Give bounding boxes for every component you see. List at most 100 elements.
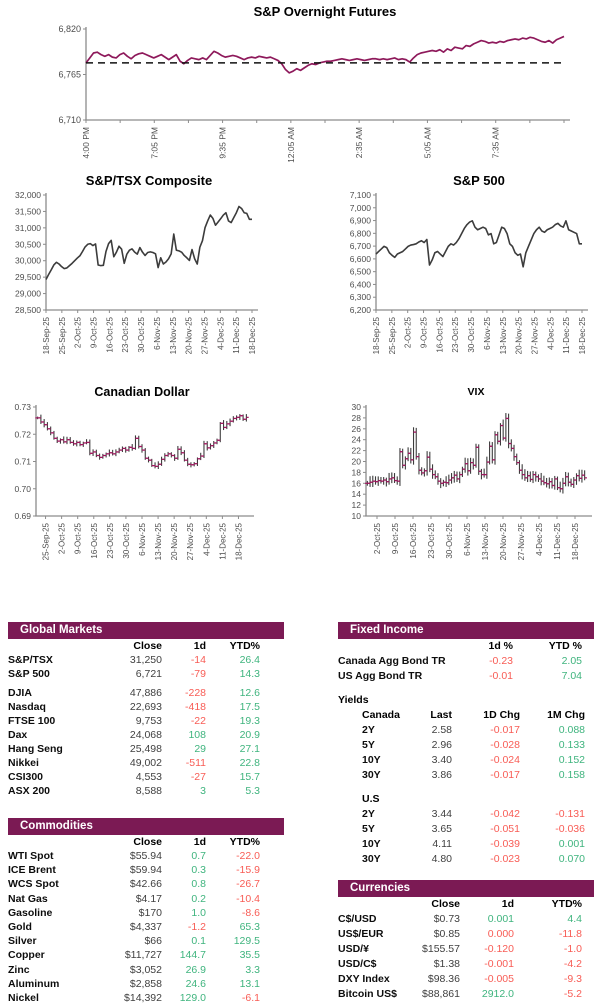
svg-text:23-Oct-25: 23-Oct-25 <box>121 316 130 352</box>
cell-value: 31,250 <box>129 654 162 666</box>
svg-text:20-Nov-25: 20-Nov-25 <box>499 522 508 560</box>
cell-value: -0.023 <box>490 853 520 865</box>
row-label: US Agg Bond TR <box>338 670 423 682</box>
cell-value: $3,052 <box>129 963 162 976</box>
cell-value: -11.8 <box>558 928 582 940</box>
column-header: 1d <box>501 898 514 910</box>
svg-text:25-Sep-25: 25-Sep-25 <box>58 316 67 354</box>
svg-text:18-Dec-25: 18-Dec-25 <box>571 522 580 560</box>
cell-value: 4.80 <box>431 853 452 865</box>
svg-text:6,200: 6,200 <box>350 305 372 315</box>
cell-value: 20.9 <box>239 729 260 741</box>
svg-text:23-Oct-25: 23-Oct-25 <box>451 316 460 352</box>
svg-text:18-Dec-25: 18-Dec-25 <box>578 316 587 354</box>
svg-text:6-Nov-25: 6-Nov-25 <box>463 522 472 555</box>
canadian-dollar-plot: 0.69 0.70 0.71 0.72 0.73 25-Sep-25 2-Oct-25 9-O… <box>14 402 254 560</box>
row-label: Bitcoin US$ <box>338 988 397 1000</box>
cell-value: -0.001 <box>484 958 514 970</box>
cell-value: 0.133 <box>558 739 585 751</box>
sp500-plot: 6,200 6,300 6,400 6,500 6,600 6,700 6,800 6,900… <box>350 190 588 354</box>
row-label: 5Y <box>362 823 375 835</box>
cell-value: -228 <box>184 687 206 699</box>
table-row: 5Y 2.96 -0.028 0.133 <box>362 738 585 753</box>
row-label: Nikkei <box>8 757 39 769</box>
row-label: C$/USD <box>338 913 377 925</box>
column-header: Close <box>133 640 162 652</box>
svg-text:18-Sep-25: 18-Sep-25 <box>42 316 51 354</box>
table-row: Nikkei 49,002 -511 22.8 <box>8 756 260 770</box>
svg-text:30-Oct-25: 30-Oct-25 <box>122 522 131 558</box>
svg-text:18-Sep-25: 18-Sep-25 <box>372 316 381 354</box>
row-label: Silver <box>8 935 37 948</box>
cell-value: -10.4 <box>236 892 260 905</box>
table-row: Hang Seng 25,498 29 27.1 <box>8 742 260 756</box>
cell-value: -1.0 <box>563 943 582 955</box>
svg-text:20-Nov-25: 20-Nov-25 <box>185 316 194 354</box>
svg-text:25-Sep-25: 25-Sep-25 <box>388 316 397 354</box>
cell-value: 15.7 <box>239 771 260 783</box>
svg-text:22: 22 <box>352 446 362 456</box>
row-label: FTSE 100 <box>8 715 56 727</box>
fixed-income-title-bar: Fixed Income <box>338 622 594 639</box>
cell-value: 24,068 <box>129 729 162 741</box>
svg-text:13-Nov-25: 13-Nov-25 <box>481 522 490 560</box>
cell-value: 2.05 <box>561 655 582 667</box>
cell-value: 129.0 <box>179 992 206 1005</box>
cell-value: $2,858 <box>129 977 162 990</box>
column-header <box>8 639 100 653</box>
cell-value: 12.6 <box>239 687 260 699</box>
table-row: Bitcoin US$ $88,861 2912.0 -5.2 <box>338 987 582 1002</box>
table-row: Silver $66 0.1 129.5 <box>8 934 260 948</box>
svg-text:0.70: 0.70 <box>14 484 31 494</box>
table-row: Zinc $3,052 26.9 3.3 <box>8 963 260 977</box>
fixed-income-table: Fixed Income 1d % YTD % Canada Agg Bond T… <box>338 622 594 867</box>
svg-text:18-Dec-25: 18-Dec-25 <box>234 522 243 560</box>
tsx-composite-plot: 28,500 29,000 29,500 30,000 30,500 31,000 31,5… <box>15 190 258 354</box>
cell-value: -0.01 <box>489 670 513 682</box>
chart-sp500: S&P 500 6,200 6,300 6,400 6,500 6,600 6,700 6,… <box>300 170 600 382</box>
svg-text:16-Oct-25: 16-Oct-25 <box>409 522 418 558</box>
svg-text:16-Oct-25: 16-Oct-25 <box>90 522 99 558</box>
chart-title-sp500: S&P 500 <box>453 173 505 188</box>
cell-value: 6,721 <box>135 668 162 680</box>
svg-text:12: 12 <box>352 500 362 510</box>
cell-value: 22,693 <box>129 701 162 713</box>
svg-text:7:35 AM: 7:35 AM <box>491 127 501 158</box>
svg-text:2-Oct-25: 2-Oct-25 <box>404 316 413 348</box>
cell-value: $170 <box>138 906 162 919</box>
svg-text:30-Oct-25: 30-Oct-25 <box>445 522 454 558</box>
column-header <box>8 835 100 849</box>
svg-text:6,500: 6,500 <box>350 267 372 277</box>
cell-value: -0.005 <box>484 973 514 985</box>
cell-value: -0.028 <box>490 739 520 751</box>
cell-value: 0.070 <box>558 853 585 865</box>
cell-value: -1.2 <box>187 921 206 934</box>
svg-text:6,765: 6,765 <box>58 70 81 80</box>
svg-text:11-Dec-25: 11-Dec-25 <box>553 522 562 559</box>
cell-value: 3.40 <box>431 754 452 766</box>
table-row: 2Y 3.44 -0.042 -0.131 <box>362 807 585 822</box>
table-row: WCS Spot $42.66 0.8 -26.7 <box>8 877 260 891</box>
cell-value: $155.57 <box>422 943 460 955</box>
row-label: WCS Spot <box>8 878 59 891</box>
table-row: US Agg Bond TR -0.01 7.04 <box>338 669 582 684</box>
column-header <box>338 639 468 654</box>
row-label: ICE Brent <box>8 864 56 877</box>
cell-value: 49,002 <box>129 757 162 769</box>
svg-text:0.73: 0.73 <box>14 402 31 412</box>
row-label: 2Y <box>362 724 375 736</box>
cell-value: $4,337 <box>129 921 162 934</box>
header-row: Close 1d YTD% <box>8 639 260 653</box>
table-row: S&P 500 6,721 -79 14.3 <box>8 667 260 681</box>
svg-text:29,000: 29,000 <box>15 289 41 299</box>
cell-value: -8.6 <box>241 906 260 919</box>
table-row: Dax 24,068 108 20.9 <box>8 728 260 742</box>
svg-text:32,000: 32,000 <box>15 190 41 200</box>
currencies-table: Currencies Close 1d YTD% C$/USD $0.73 0.001 4… <box>338 880 594 1002</box>
charts-row-indices: S&P/TSX Composite 28,500 29,000 29,500 30,0… <box>0 170 600 382</box>
cell-value: $0.73 <box>433 913 460 925</box>
cell-value: $42.66 <box>129 878 162 891</box>
svg-text:18: 18 <box>352 467 362 477</box>
svg-text:27-Nov-25: 27-Nov-25 <box>186 522 195 560</box>
